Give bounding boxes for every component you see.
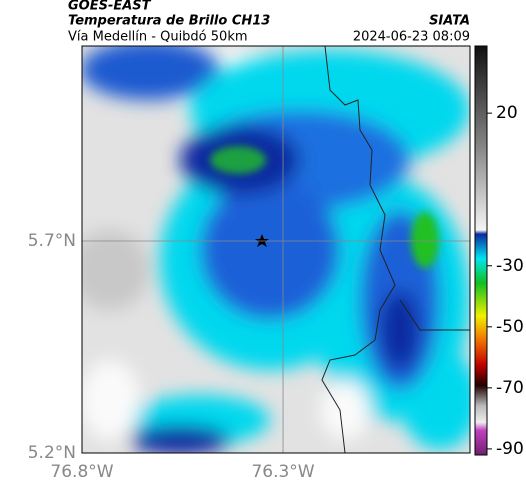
x-tick-label: 76.3°W (251, 462, 314, 482)
org: SIATA (429, 14, 470, 29)
station-marker (255, 234, 269, 247)
colorbar-tick-label: -70 (496, 378, 524, 398)
colorbar-tick-label: -50 (496, 317, 524, 337)
map-frame (81, 45, 471, 454)
timestamp: 2024-06-23 08:09 (353, 30, 470, 45)
route: Vía Medellín - Quibdó 50km (68, 30, 248, 45)
colorbar-tick-label: -90 (496, 439, 524, 459)
y-tick-label: 5.2°N (28, 443, 76, 463)
product: Temperatura de Brillo CH13 (68, 14, 270, 29)
y-tick-label: 5.7°N (28, 231, 76, 251)
source: GOES-EAST (68, 0, 152, 14)
x-tick-label: 76.8°W (50, 462, 113, 482)
satellite-image (82, 46, 470, 453)
colorbar-tick-label: 20 (496, 103, 518, 123)
colorbar (474, 45, 488, 456)
colorbar-tick-label: -30 (496, 256, 524, 276)
border (321, 46, 470, 453)
